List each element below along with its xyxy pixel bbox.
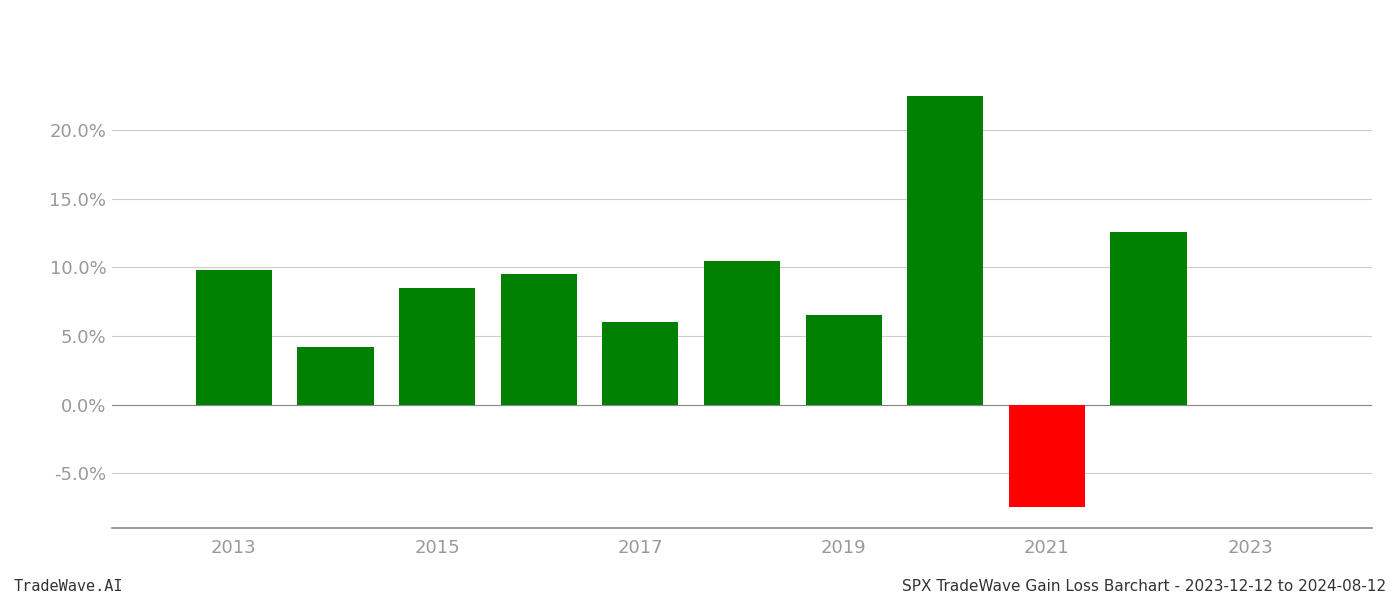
Bar [196, 270, 272, 404]
Bar [907, 96, 983, 404]
Bar [805, 316, 882, 404]
Text: SPX TradeWave Gain Loss Barchart - 2023-12-12 to 2024-08-12: SPX TradeWave Gain Loss Barchart - 2023-… [902, 579, 1386, 594]
Bar [1110, 232, 1187, 404]
Bar [704, 260, 780, 404]
Bar [501, 274, 577, 404]
Bar [602, 322, 679, 404]
Bar [399, 288, 475, 404]
Bar [297, 347, 374, 404]
Text: TradeWave.AI: TradeWave.AI [14, 579, 123, 594]
Bar [1009, 404, 1085, 508]
